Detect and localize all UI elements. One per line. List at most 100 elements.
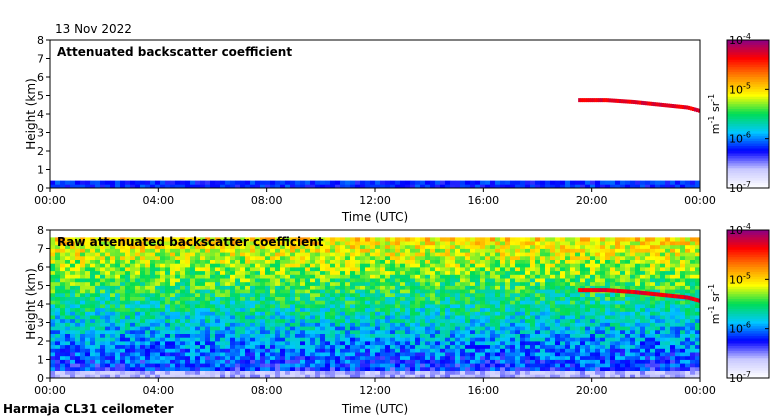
heatmap-cell	[145, 248, 151, 253]
heatmap-cell	[95, 318, 101, 323]
heatmap-cell	[100, 285, 106, 290]
cloud-layer-cell	[649, 101, 652, 106]
heatmap-cell	[365, 285, 371, 290]
heatmap-cell	[470, 274, 476, 279]
heatmap-cell	[510, 329, 516, 334]
heatmap-cell	[480, 352, 486, 357]
heatmap-cell	[540, 248, 546, 253]
heatmap-cell	[275, 366, 281, 371]
heatmap-cell	[100, 366, 106, 371]
heatmap-cell	[405, 270, 411, 275]
heatmap-cell	[205, 359, 211, 364]
heatmap-cell	[570, 355, 576, 360]
heatmap-cell	[570, 304, 576, 309]
heatmap-cell	[145, 344, 151, 349]
heatmap-cell	[390, 255, 396, 260]
heatmap-cell	[435, 333, 441, 338]
heatmap-cell	[495, 374, 501, 379]
heatmap-cell	[455, 341, 461, 346]
heatmap-cell	[370, 326, 376, 331]
heatmap-cell	[235, 296, 241, 301]
heatmap-cell	[55, 344, 61, 349]
heatmap-cell	[155, 307, 161, 312]
heatmap-cell	[220, 363, 226, 368]
heatmap-cell	[350, 289, 356, 294]
heatmap-cell	[350, 304, 356, 309]
heatmap-cell	[610, 359, 616, 364]
heatmap-cell	[245, 337, 251, 342]
heatmap-cell	[540, 344, 546, 349]
heatmap-cell	[155, 304, 161, 309]
heatmap-cell	[225, 267, 231, 272]
heatmap-cell	[115, 281, 121, 286]
heatmap-cell	[240, 363, 246, 368]
heatmap-cell	[130, 307, 136, 312]
heatmap-cell	[95, 241, 101, 246]
heatmap-cell	[70, 304, 76, 309]
heatmap-cell	[375, 304, 381, 309]
heatmap-cell	[255, 318, 261, 323]
heatmap-cell	[175, 296, 181, 301]
heatmap-cell	[200, 363, 206, 368]
heatmap-cell	[485, 180, 491, 185]
heatmap-cell	[620, 315, 626, 320]
cloud-layer-cell	[582, 98, 585, 103]
heatmap-cell	[190, 267, 196, 272]
heatmap-cell	[400, 270, 406, 275]
heatmap-cell	[135, 278, 141, 283]
heatmap-cell	[370, 281, 376, 286]
heatmap-cell	[470, 244, 476, 249]
heatmap-cell	[525, 270, 531, 275]
heatmap-cell	[330, 263, 336, 268]
heatmap-cell	[120, 184, 126, 189]
heatmap-cell	[610, 337, 616, 342]
heatmap-cell	[630, 241, 636, 246]
heatmap-cell	[420, 352, 426, 357]
heatmap-cell	[395, 344, 401, 349]
heatmap-cell	[205, 348, 211, 353]
x-axis-label-1: Time (UTC)	[341, 210, 408, 224]
heatmap-cell	[265, 255, 271, 260]
heatmap-cell	[225, 270, 231, 275]
heatmap-cell	[405, 252, 411, 257]
heatmap-cell	[455, 366, 461, 371]
heatmap-cell	[510, 244, 516, 249]
heatmap-cell	[440, 318, 446, 323]
heatmap-cell	[110, 366, 116, 371]
heatmap-cell	[105, 281, 111, 286]
heatmap-cell	[300, 341, 306, 346]
heatmap-cell	[190, 285, 196, 290]
heatmap-cell	[155, 278, 161, 283]
colorbar-swatch	[727, 79, 769, 83]
heatmap-cell	[565, 344, 571, 349]
heatmap-cell	[320, 366, 326, 371]
colorbar-swatch	[727, 44, 769, 48]
y-tick-label: 5	[37, 90, 44, 103]
heatmap-cell	[245, 370, 251, 375]
heatmap-cell	[325, 307, 331, 312]
heatmap-cell	[185, 289, 191, 294]
heatmap-cell	[265, 237, 271, 242]
heatmap-cell	[515, 348, 521, 353]
heatmap-cell	[295, 366, 301, 371]
heatmap-cell	[625, 329, 631, 334]
heatmap-cell	[580, 180, 586, 185]
heatmap-cell	[280, 374, 286, 379]
heatmap-cell	[100, 370, 106, 375]
heatmap-cell	[685, 180, 691, 185]
heatmap-cell	[85, 355, 91, 360]
heatmap-cell	[160, 344, 166, 349]
heatmap-cell	[85, 304, 91, 309]
heatmap-cell	[125, 184, 131, 189]
heatmap-cell	[320, 333, 326, 338]
heatmap-cell	[115, 337, 121, 342]
heatmap-cell	[195, 366, 201, 371]
heatmap-cell	[430, 285, 436, 290]
heatmap-cell	[425, 292, 431, 297]
heatmap-cell	[125, 359, 131, 364]
heatmap-cell	[460, 281, 466, 286]
heatmap-cell	[390, 370, 396, 375]
heatmap-cell	[340, 359, 346, 364]
heatmap-cell	[190, 326, 196, 331]
heatmap-cell	[360, 333, 366, 338]
